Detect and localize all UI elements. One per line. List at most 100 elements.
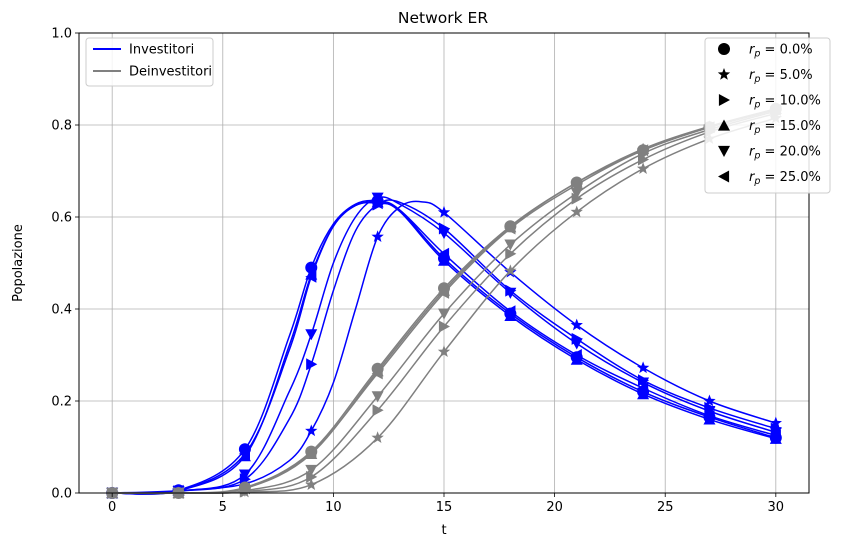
triangle-down-marker xyxy=(504,239,517,251)
star-marker xyxy=(371,431,384,444)
ticks: 0 5 10 15 20 25 30 0.0 0.2 0.4 0.6 0.8 1.0 xyxy=(51,27,784,516)
triangle-up-marker xyxy=(438,254,450,266)
star-marker xyxy=(504,264,517,277)
triangle-right-marker xyxy=(438,320,450,333)
legend-label: rp = 5.0% xyxy=(749,68,813,85)
legend-value: 25.0% xyxy=(780,170,821,185)
triangle-left-marker xyxy=(504,222,516,235)
legend-equals: = xyxy=(760,119,779,134)
triangle-left-marker xyxy=(570,349,582,361)
legend-symbol: r xyxy=(749,145,756,160)
triangle-left-marker xyxy=(637,382,649,395)
triangle-right-marker xyxy=(637,153,650,166)
legend-equals: = xyxy=(760,145,779,160)
triangle-down-marker xyxy=(438,308,450,320)
triangle-left-marker xyxy=(238,447,251,460)
legend-equals: = xyxy=(760,170,779,185)
legend-value: 0.0% xyxy=(780,43,813,58)
y-tick-label: 0.8 xyxy=(51,119,72,134)
triangle-left-marker xyxy=(305,270,317,283)
y-tick-label: 0.4 xyxy=(51,303,72,318)
legend-markers: rp = 0.0%rp = 5.0%rp = 10.0%rp = 15.0%rp… xyxy=(704,37,831,194)
legend-symbol: r xyxy=(749,94,756,109)
x-tick-label: 5 xyxy=(219,500,227,515)
legend-label: rp = 15.0% xyxy=(749,119,821,136)
legend-symbol: r xyxy=(749,43,756,58)
triangle-left-marker xyxy=(504,305,516,318)
legend-subscript: p xyxy=(753,176,760,187)
y-tick-label: 1.0 xyxy=(51,27,72,42)
series-investitori-triangle-down xyxy=(106,192,782,499)
legend-value: 10.0% xyxy=(780,94,821,109)
triangle-left-marker xyxy=(637,144,649,157)
y-axis-label: Popolazione xyxy=(11,224,26,302)
triangle-left-marker xyxy=(703,409,715,422)
x-tick-label: 15 xyxy=(436,500,453,515)
star-marker xyxy=(570,318,583,331)
legend-series: Investitori Deinvestitori xyxy=(85,37,214,87)
y-tick-label: 0.2 xyxy=(51,395,72,410)
triangle-up-marker xyxy=(504,309,517,321)
triangle-down-marker xyxy=(438,228,450,240)
legend-label: rp = 0.0% xyxy=(749,43,813,60)
legend-value: 20.0% xyxy=(780,145,821,160)
legend-symbol: r xyxy=(749,119,756,134)
star-marker xyxy=(703,394,716,407)
triangle-left-marker xyxy=(438,286,450,299)
legend-label: rp = 25.0% xyxy=(749,170,821,187)
x-tick-label: 30 xyxy=(768,500,785,515)
triangle-left-marker xyxy=(769,429,781,442)
star-marker xyxy=(769,416,782,429)
triangle-left-marker xyxy=(371,197,383,210)
legend-subscript: p xyxy=(753,151,760,162)
legend-label: Investitori xyxy=(129,43,194,58)
triangle-right-marker xyxy=(372,404,384,417)
legend-equals: = xyxy=(760,68,779,83)
triangle-up-marker xyxy=(718,119,730,131)
triangle-down-marker xyxy=(570,187,583,200)
triangle-down-marker xyxy=(371,192,384,204)
star-marker xyxy=(636,162,650,174)
legend-box xyxy=(704,37,831,194)
legend-symbol: r xyxy=(749,68,756,83)
series-line xyxy=(112,109,777,495)
triangle-down-marker xyxy=(371,391,384,403)
triangle-right-marker xyxy=(306,470,318,483)
legend-subscript: p xyxy=(753,125,760,136)
legend-equals: = xyxy=(760,94,779,109)
star-marker xyxy=(437,345,451,358)
legend-subscript: p xyxy=(753,49,760,60)
star-marker xyxy=(717,68,731,80)
series-investitori-triangle-left xyxy=(106,197,781,499)
triangle-up-marker xyxy=(637,388,650,400)
triangle-right-marker xyxy=(306,358,318,371)
star-marker xyxy=(636,361,650,374)
star-marker xyxy=(570,205,583,218)
legend-value: 15.0% xyxy=(780,119,821,134)
legend-equals: = xyxy=(760,43,779,58)
legend-symbol: r xyxy=(749,170,756,185)
triangle-up-marker xyxy=(570,353,583,365)
chart-title: Network ER xyxy=(398,9,488,27)
x-tick-label: 0 xyxy=(108,500,116,515)
x-tick-label: 10 xyxy=(325,500,342,515)
x-axis-label: t xyxy=(441,523,446,538)
legend-value: 5.0% xyxy=(780,68,813,83)
triangle-left-marker xyxy=(718,170,730,183)
triangle-down-marker xyxy=(238,469,251,481)
triangle-left-marker xyxy=(238,482,251,495)
triangle-right-marker xyxy=(718,94,730,106)
series-line xyxy=(112,200,777,494)
triangle-down-marker xyxy=(703,406,716,418)
circle-marker xyxy=(718,43,730,55)
y-tick-label: 0.6 xyxy=(51,211,72,226)
triangle-left-marker xyxy=(570,178,582,191)
triangle-right-marker xyxy=(571,192,583,205)
triangle-right-marker xyxy=(505,247,517,260)
triangle-down-marker xyxy=(718,145,730,157)
triangle-down-marker xyxy=(570,338,583,350)
x-tick-label: 20 xyxy=(546,500,563,515)
y-tick-label: 0.0 xyxy=(51,487,72,502)
triangle-left-marker xyxy=(371,367,383,380)
